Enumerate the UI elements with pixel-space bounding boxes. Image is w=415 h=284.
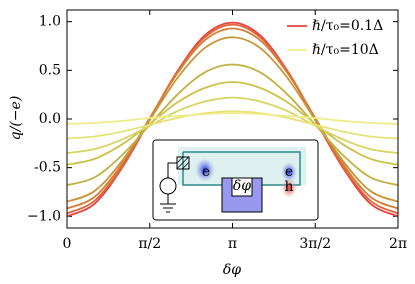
x-tick-label: 0: [63, 236, 72, 252]
inset-label: e: [285, 164, 293, 180]
y-tick-label: 1.0: [39, 14, 61, 30]
inset-label: h: [284, 179, 293, 195]
y-tick-label: 0.0: [39, 111, 61, 127]
inset-wire: [160, 162, 177, 213]
line-series: [66, 27, 399, 210]
y-axis-label: q/(−e): [8, 96, 24, 141]
legend-label: ℏ/τ₀=0.1Δ: [312, 18, 383, 34]
line-series: [66, 36, 399, 203]
x-tick-label: π/2: [138, 236, 161, 252]
plot-frame: [66, 9, 399, 229]
x-tick-label: π: [228, 236, 237, 252]
inset-electron: [195, 158, 215, 182]
inset-source: [159, 177, 177, 195]
y-tick-label: 0.5: [39, 62, 61, 78]
inset-label: δφ: [233, 178, 251, 194]
inset-electron: [281, 162, 297, 182]
inset-gate-hole: [231, 177, 253, 197]
y-tick-label: −1.0: [27, 208, 61, 224]
line-series: [66, 63, 399, 187]
y-tick-label: -0.5: [34, 160, 61, 176]
line-series: [66, 81, 399, 166]
line-series: [66, 112, 399, 125]
legend-label: ℏ/τ₀=10Δ: [312, 42, 379, 58]
inset-hole: [281, 178, 297, 198]
x-axis-label: δφ: [223, 262, 241, 278]
inset-label: e: [202, 164, 210, 180]
inset-hatch: [176, 156, 190, 170]
line-series: [66, 23, 399, 215]
line-series: [66, 96, 399, 154]
x-tick-label: 3π/2: [299, 236, 331, 252]
line-series: [66, 110, 399, 140]
x-tick-label: 2π: [389, 236, 407, 252]
